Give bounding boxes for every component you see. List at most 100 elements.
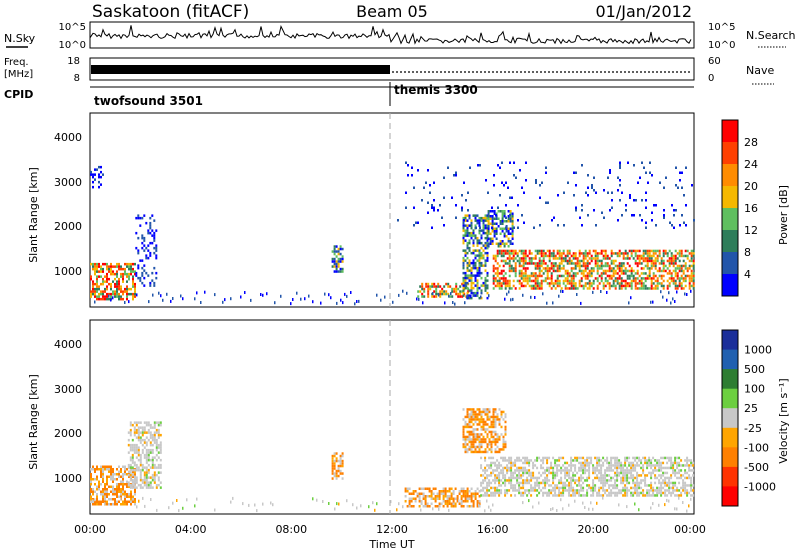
echo-cell — [662, 461, 665, 465]
echo-cell — [648, 456, 651, 460]
echo-cell — [580, 464, 583, 467]
echo-cell — [408, 497, 411, 500]
echo-cell — [588, 469, 591, 472]
echo-cell — [204, 290, 206, 294]
echo-cell — [505, 225, 508, 228]
echo-cell — [619, 161, 621, 164]
echo-cell — [478, 450, 481, 454]
echo-cell — [658, 489, 661, 492]
echo-cell — [663, 186, 665, 189]
echo-cell — [422, 505, 425, 508]
echo-cell — [112, 485, 114, 488]
echo-cell — [466, 224, 469, 227]
echo-cell — [586, 287, 589, 290]
echo-cell — [141, 433, 144, 437]
echo-cell — [670, 274, 673, 278]
echo-cell — [120, 497, 122, 501]
echo-cell — [466, 276, 469, 280]
echo-cell — [506, 257, 509, 260]
echo-cell — [159, 433, 162, 437]
echo-cell — [650, 282, 653, 285]
echo-cell — [131, 481, 134, 484]
echo-cell — [506, 479, 509, 482]
echo-cell — [417, 221, 419, 224]
echo-cell — [128, 495, 130, 498]
echo-cell — [688, 476, 691, 480]
echo-cell — [578, 269, 581, 273]
echo-cell — [470, 234, 473, 237]
echo-cell — [490, 508, 492, 512]
echo-cell — [626, 466, 629, 470]
echo-cell — [490, 456, 493, 460]
echo-cell — [470, 294, 472, 298]
echo-cell — [666, 456, 669, 460]
echo-cell — [151, 466, 154, 469]
echo-cell — [507, 186, 509, 189]
echo-cell — [333, 262, 336, 266]
echo-cell — [341, 260, 344, 263]
echo-cell — [664, 269, 667, 273]
echo-cell — [498, 471, 501, 475]
echo-cell — [628, 489, 631, 492]
echo-cell — [442, 487, 445, 490]
echo-cell — [448, 495, 451, 498]
echo-cell — [470, 289, 473, 292]
echo-cell — [474, 274, 477, 277]
echo-cell — [498, 282, 501, 285]
echo-cell — [151, 279, 154, 282]
echo-cell — [486, 224, 489, 227]
echo-cell — [152, 293, 154, 297]
echo-cell — [683, 194, 685, 197]
echo-cell — [514, 484, 517, 487]
echo-cell — [510, 476, 513, 480]
echo-cell — [678, 279, 681, 283]
echo-cell — [680, 287, 683, 290]
echo-cell — [674, 257, 677, 260]
echo-cell — [464, 301, 466, 305]
echo-cell — [636, 287, 639, 290]
echo-cell — [102, 488, 104, 491]
echo-cell — [464, 448, 467, 451]
echo-cell — [437, 282, 440, 286]
echo-cell — [452, 490, 455, 493]
echo-cell — [509, 242, 512, 245]
echo-cell — [133, 461, 136, 464]
echo-cell — [575, 171, 577, 174]
echo-cell — [688, 469, 691, 472]
echo-cell — [640, 272, 643, 275]
echo-cell — [159, 446, 162, 449]
echo-cell — [678, 249, 681, 253]
echo-cell — [574, 474, 577, 477]
echo-cell — [636, 456, 639, 460]
echo-cell — [528, 257, 531, 260]
echo-cell — [624, 272, 627, 275]
echo-cell — [516, 279, 519, 283]
echo-cell — [600, 471, 603, 475]
echo-cell — [588, 262, 591, 265]
echo-cell — [588, 474, 591, 477]
echo-cell — [586, 262, 589, 265]
echo-cell — [614, 484, 617, 487]
echo-cell — [584, 269, 587, 273]
echo-cell — [536, 484, 539, 487]
echo-cell — [690, 461, 693, 465]
echo-cell — [118, 265, 120, 268]
echo-cell — [453, 174, 455, 177]
echo-cell — [632, 257, 635, 260]
echo-cell — [496, 282, 499, 285]
echo-cell — [376, 293, 378, 297]
echo-cell — [584, 257, 587, 260]
echo-cell — [624, 282, 627, 285]
echo-cell — [500, 413, 503, 416]
echo-cell — [554, 494, 557, 497]
echo-cell — [106, 495, 108, 498]
echo-cell — [484, 420, 487, 424]
echo-cell — [147, 244, 150, 247]
echo-cell — [560, 274, 563, 278]
echo-cell — [468, 497, 471, 500]
echo-cell — [679, 171, 681, 174]
echo-cell — [438, 490, 441, 493]
xtick-1600: 16:00 — [477, 523, 509, 536]
echo-cell — [462, 266, 465, 270]
echo-cell — [420, 508, 422, 512]
